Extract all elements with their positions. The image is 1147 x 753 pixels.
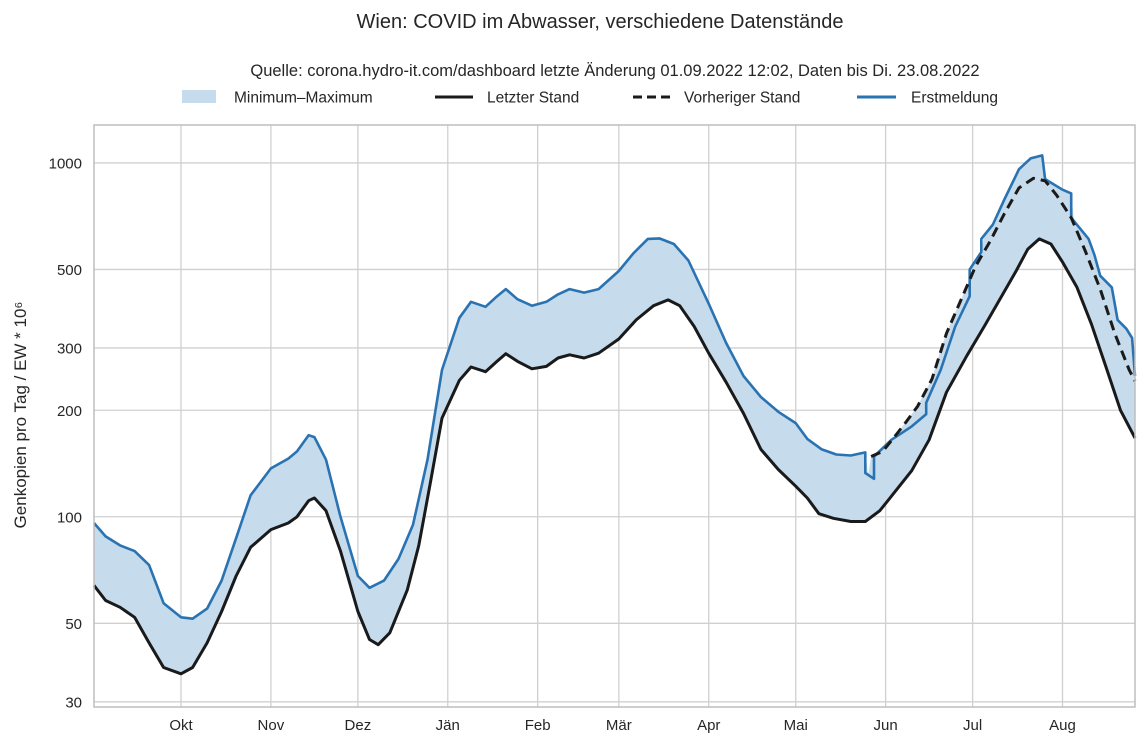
y-tick-label: 30 — [65, 694, 82, 711]
legend-label-band: Minimum–Maximum — [234, 90, 373, 107]
legend-item-previous: Vorheriger Stand — [633, 90, 800, 107]
legend-swatch-band — [182, 90, 216, 103]
y-axis-label: Genkopien pro Tag / EW * 10⁶ — [11, 302, 30, 529]
x-tick-label: Aug — [1049, 717, 1076, 734]
ticks: 30 50 100 200 300 500 1000 Okt Nov Dez Jän Feb Mär Ap… — [49, 155, 1076, 734]
legend-item-band: Minimum–Maximum — [182, 90, 373, 107]
chart-title: Wien: COVID im Abwasser, verschiedene Da… — [357, 11, 844, 33]
x-tick-label: Feb — [525, 717, 551, 734]
x-tick-label: Mai — [784, 717, 808, 734]
x-tick-label: Jul — [963, 717, 982, 734]
legend: Minimum–Maximum Letzter Stand Vorheriger… — [182, 90, 998, 107]
x-tick-label: Okt — [169, 717, 193, 734]
y-tick-label: 50 — [65, 616, 82, 633]
y-tick-label: 200 — [57, 403, 82, 420]
y-tick-label: 300 — [57, 340, 82, 357]
x-tick-label: Jän — [436, 717, 460, 734]
x-tick-label: Dez — [345, 717, 372, 734]
x-tick-label: Nov — [258, 717, 285, 734]
x-tick-label: Apr — [697, 717, 720, 734]
legend-label-latest: Letzter Stand — [487, 90, 579, 107]
series-erstmeldung-line — [93, 154, 1137, 620]
series-letzter-stand-line — [92, 237, 1137, 676]
y-tick-label: 1000 — [49, 155, 82, 172]
series-vorheriger-stand-line — [870, 176, 1137, 458]
x-tick-label: Jun — [874, 717, 898, 734]
legend-label-previous: Vorheriger Stand — [684, 90, 800, 107]
y-tick-label: 500 — [57, 262, 82, 279]
x-tick-label: Mär — [606, 717, 632, 734]
chart-subtitle: Quelle: corona.hydro-it.com/dashboard le… — [250, 62, 979, 80]
legend-item-latest: Letzter Stand — [435, 90, 579, 107]
legend-label-first: Erstmeldung — [911, 90, 998, 107]
y-tick-label: 100 — [57, 509, 82, 526]
min-max-band — [94, 155, 1135, 674]
legend-item-first: Erstmeldung — [857, 90, 998, 107]
grid — [94, 125, 1135, 707]
plot-frame — [93, 124, 1136, 708]
